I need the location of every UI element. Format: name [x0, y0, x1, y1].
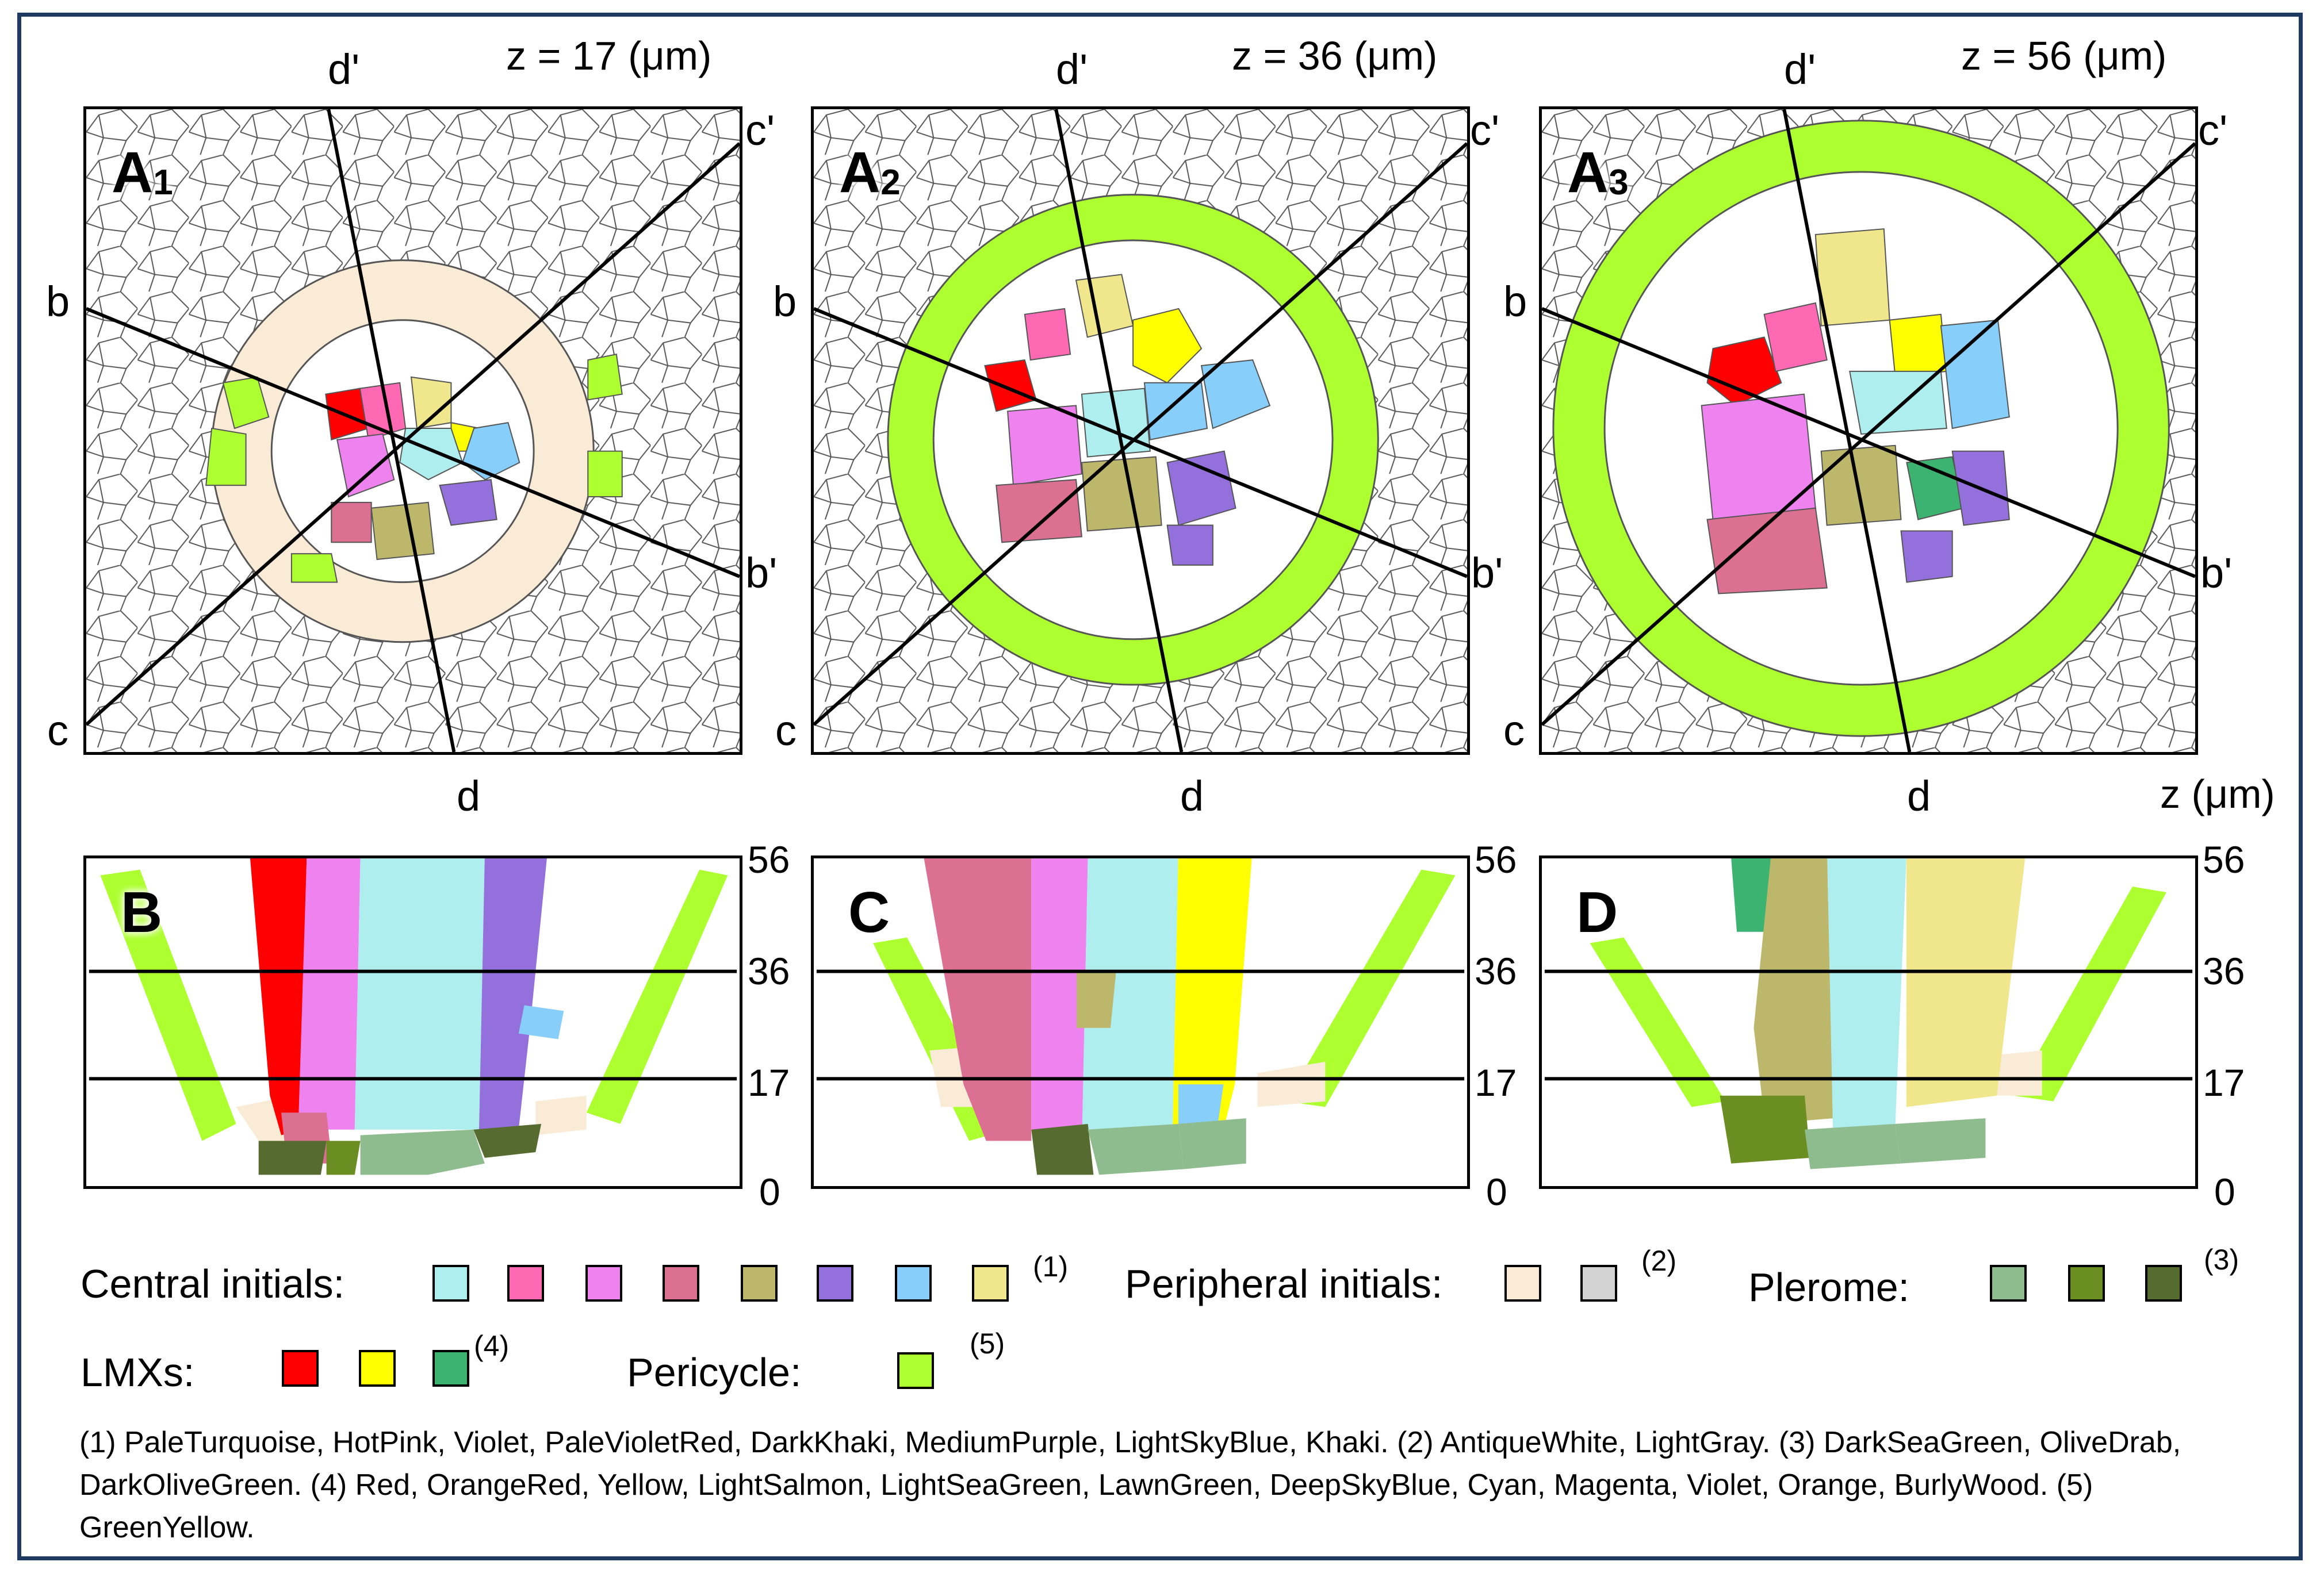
z-tick-0-d: 0	[2214, 1171, 2235, 1213]
line-c-label-a1: c	[47, 707, 68, 754]
legend-pericycle-label: Pericycle:	[627, 1350, 802, 1395]
z-tick-36-b: 36	[748, 950, 790, 992]
z-tick-36-c: 36	[1475, 950, 1517, 992]
panel-a3-label: A3	[1567, 140, 1629, 205]
line-c-prime-label-a1: c'	[745, 106, 775, 154]
legend-central-swatch-8	[972, 1265, 1009, 1302]
z-tick-0-c: 0	[1486, 1171, 1507, 1213]
line-d-label-a3: d	[1907, 772, 1931, 820]
legend-peripheral-swatch-1	[1504, 1265, 1541, 1302]
line-c-prime-label-a3: c'	[2198, 106, 2228, 154]
legend-central-swatch-7	[895, 1265, 932, 1302]
panel-a1-depth: z = 17 (μm)	[506, 33, 712, 78]
z-tick-56-b: 56	[748, 838, 790, 881]
panel-a3-cells	[1542, 109, 2195, 752]
panel-a3-depth: z = 56 (μm)	[1961, 33, 2167, 78]
strip-b-label: B	[121, 880, 163, 945]
z-tick-17-c: 17	[1475, 1061, 1517, 1104]
z-axis-label: z (μm)	[2160, 772, 2275, 816]
line-d-prime-label-a2: d'	[1056, 45, 1088, 93]
legend-lmx-swatch-3	[432, 1350, 469, 1387]
z-tick-36-d: 36	[2203, 950, 2245, 992]
legend-central-swatch-4	[663, 1265, 699, 1302]
panel-a2-depth: z = 36 (μm)	[1232, 33, 1438, 78]
legend-peripheral-note: (2)	[1641, 1245, 1677, 1277]
legend-lmx-label: LMXs:	[81, 1350, 195, 1395]
panel-a1: A1	[83, 106, 742, 755]
legend-central-swatch-1	[432, 1265, 469, 1302]
line-c-label-a2: c	[775, 707, 797, 754]
legend-pericycle-swatch-1	[897, 1352, 934, 1389]
line-d-label-a2: d	[1180, 772, 1204, 820]
legend-central-swatch-2	[507, 1265, 544, 1302]
strip-c-cells	[816, 858, 1465, 1175]
line-b-prime-label-a2: b'	[1471, 549, 1503, 597]
legend-central-label: Central initials:	[81, 1261, 345, 1306]
strip-c: C	[811, 855, 1470, 1189]
strip-d: D	[1539, 855, 2198, 1189]
legend-central-note: (1)	[1033, 1250, 1069, 1283]
legend-central-swatch-6	[817, 1265, 853, 1302]
z-tick-17-b: 17	[748, 1061, 790, 1104]
legend-central-swatch-3	[585, 1265, 622, 1302]
legend-plerome-swatch-2	[2068, 1265, 2105, 1302]
line-b-label-a2: b	[773, 278, 797, 325]
panel-a2-label: A2	[839, 140, 901, 205]
line-c-label-a3: c	[1503, 707, 1525, 754]
color-footnote: (1) PaleTurquoise, HotPink, Violet, Pale…	[79, 1426, 2181, 1544]
line-d-prime-label-a1: d'	[328, 45, 360, 93]
panel-a1-cells	[86, 109, 740, 752]
z-tick-56-c: 56	[1475, 838, 1517, 881]
z-tick-56-d: 56	[2203, 838, 2245, 881]
legend-plerome-swatch-3	[2145, 1265, 2182, 1302]
strip-d-cells	[1544, 858, 2193, 1169]
legend-plerome-note: (3)	[2204, 1244, 2239, 1276]
legend-central-swatch-5	[741, 1265, 778, 1302]
line-b-label-a3: b	[1503, 278, 1527, 325]
strip-d-label: D	[1576, 880, 1618, 945]
line-c-prime-label-a2: c'	[1470, 106, 1500, 154]
legend-lmx-swatch-2	[359, 1350, 396, 1387]
legend-peripheral-label: Peripheral initials:	[1125, 1261, 1443, 1306]
strip-b: B	[83, 855, 742, 1189]
line-d-label-a1: d	[457, 772, 481, 820]
legend-plerome-swatch-1	[1990, 1265, 2027, 1302]
panel-a1-label: A1	[112, 140, 173, 205]
z-tick-17-d: 17	[2203, 1061, 2245, 1104]
figure-frame	[17, 13, 2303, 1560]
strip-b-cells	[89, 858, 737, 1175]
line-b-prime-label-a3: b'	[2200, 549, 2233, 597]
z-tick-0-b: 0	[759, 1171, 780, 1213]
strip-c-label: C	[848, 880, 890, 945]
legend-lmx-note: (4)	[474, 1330, 510, 1362]
panel-a2-cells	[814, 109, 1467, 752]
legend-plerome-label: Plerome:	[1748, 1265, 1910, 1310]
legend-lmx-swatch-1	[282, 1350, 319, 1387]
panel-a3: A3	[1539, 106, 2198, 755]
legend-pericycle-note: (5)	[970, 1328, 1005, 1360]
line-d-prime-label-a3: d'	[1784, 45, 1816, 93]
line-b-prime-label-a1: b'	[745, 549, 778, 597]
panel-a2: A2	[811, 106, 1470, 755]
line-b-label-a1: b	[46, 278, 70, 325]
legend-peripheral-swatch-2	[1580, 1265, 1617, 1302]
